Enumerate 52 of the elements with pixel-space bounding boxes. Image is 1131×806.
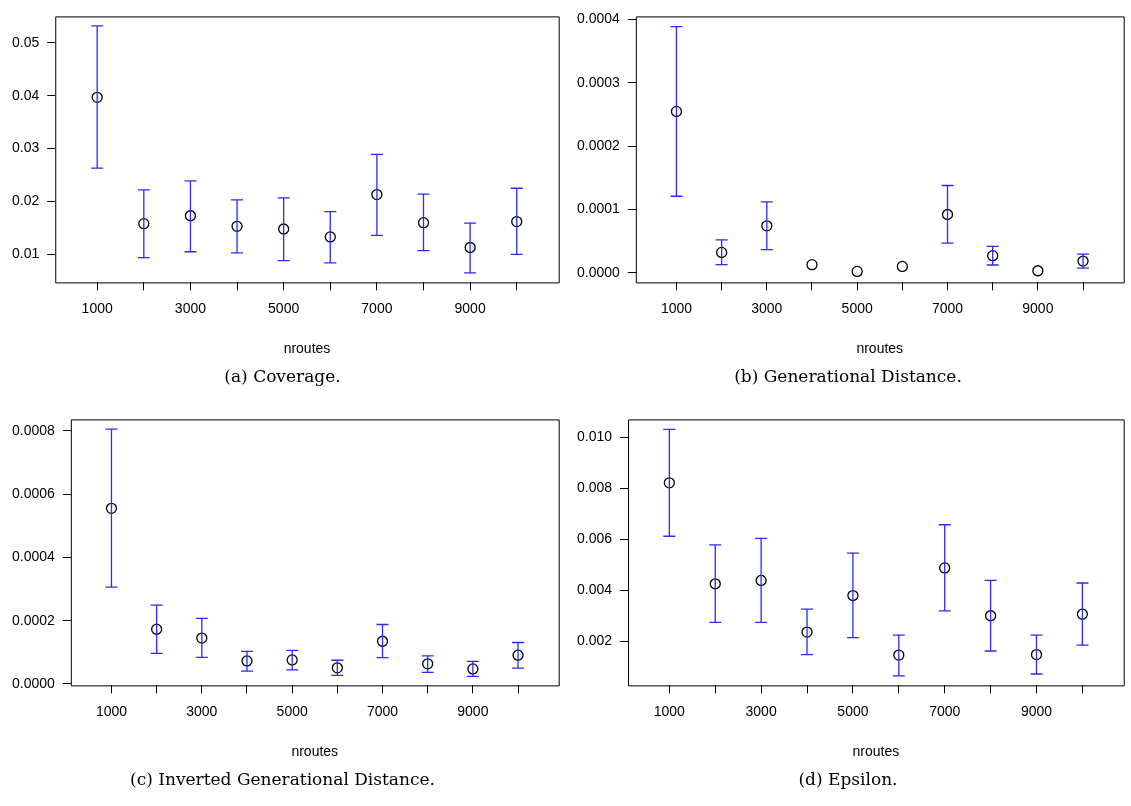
- x-tick-label: 9000: [457, 702, 489, 719]
- y-tick-label: 0.004: [576, 581, 613, 598]
- y-tick-label: 0.006: [576, 530, 613, 547]
- y-tick-label: 0.04: [12, 86, 40, 103]
- y-tick-label: 0.05: [12, 33, 40, 50]
- y-tick-label: 0.0003: [576, 73, 621, 90]
- y-tick-label: 0.0006: [11, 484, 56, 501]
- y-tick-label: 0.0008: [11, 421, 56, 438]
- y-tick-label: 0.002: [576, 632, 613, 649]
- y-tick-label: 0.0002: [576, 137, 621, 154]
- text: (d) Epsilon.: [797, 769, 899, 789]
- y-tick-label: 0.02: [12, 192, 40, 209]
- y-tick-label: 0.008: [576, 479, 613, 496]
- y-tick-label: 0.0004: [576, 10, 621, 27]
- point: [1032, 265, 1044, 277]
- y-tick-label: 0.0000: [576, 263, 621, 280]
- point: [851, 265, 863, 278]
- x-tick-label: 5000: [837, 702, 869, 719]
- x-tick-label: 7000: [929, 702, 961, 719]
- y-tick-label: 0.01: [12, 245, 40, 262]
- x-tick-label: 3000: [751, 299, 783, 316]
- text: (b) Generational Distance.: [733, 366, 963, 386]
- x-tick-label: 1000: [660, 299, 693, 316]
- y-tick-label: 0.03: [12, 139, 40, 156]
- x-tick-label: 1000: [653, 702, 686, 719]
- x-tick-label: 1000: [81, 299, 113, 316]
- x-tick-label: 3000: [174, 299, 207, 316]
- x-tick-label: 3000: [186, 702, 218, 719]
- y-tick-label: 0.0002: [11, 611, 56, 628]
- text: (a) Coverage.: [223, 366, 342, 386]
- text: (c) Inverted Generational Distance.: [129, 769, 436, 789]
- x-tick-label: 7000: [366, 702, 399, 719]
- x-tick-label: 5000: [276, 702, 308, 719]
- x-tick-label: 1000: [95, 702, 128, 719]
- x-tick-label: 9000: [1020, 702, 1053, 719]
- x-tick-label: 7000: [361, 299, 393, 316]
- x-axis-title: nroutes: [856, 340, 904, 357]
- x-tick-label: 3000: [745, 702, 777, 719]
- x-axis-title: nroutes: [283, 340, 331, 357]
- x-tick-label: 9000: [1022, 299, 1054, 316]
- y-tick-label: 0.0004: [11, 548, 56, 565]
- point: [896, 260, 908, 273]
- x-tick-label: 7000: [931, 299, 964, 316]
- x-axis-title: nroutes: [291, 743, 339, 760]
- y-tick-label: 0.0000: [11, 674, 56, 691]
- y-tick-label: 0.0001: [576, 200, 621, 217]
- x-axis-title: nroutes: [852, 743, 900, 760]
- x-tick-label: 5000: [268, 299, 300, 316]
- point: [806, 259, 818, 271]
- y-tick-label: 0.010: [576, 427, 613, 444]
- x-tick-label: 9000: [454, 299, 486, 316]
- x-tick-label: 5000: [841, 299, 873, 316]
